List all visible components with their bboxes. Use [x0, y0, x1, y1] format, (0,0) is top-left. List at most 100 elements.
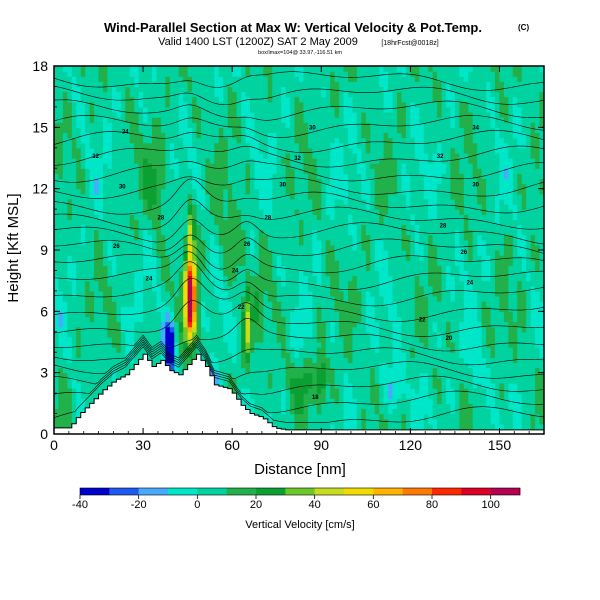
velocity-cell — [263, 127, 269, 134]
velocity-cell — [107, 352, 113, 358]
velocity-cell — [183, 265, 189, 272]
velocity-cell — [120, 204, 126, 210]
velocity-cell — [227, 382, 233, 389]
velocity-cell — [272, 91, 278, 98]
velocity-cell — [103, 301, 109, 307]
velocity-cell — [116, 142, 122, 149]
velocity-cell — [147, 127, 153, 134]
velocity-cell — [356, 127, 362, 134]
velocity-cell — [80, 331, 86, 338]
velocity-cell — [134, 147, 140, 154]
velocity-cell — [129, 117, 135, 123]
velocity-cell — [174, 71, 180, 77]
velocity-cell — [187, 321, 193, 328]
velocity-cell — [196, 209, 202, 215]
velocity-cell — [67, 198, 73, 205]
velocity-cell — [120, 147, 126, 154]
velocity-cell — [165, 204, 171, 210]
velocity-cell — [205, 66, 211, 72]
velocity-cell — [276, 352, 282, 358]
velocity-cell — [303, 142, 309, 149]
velocity-cell — [143, 219, 149, 226]
velocity-cell — [71, 96, 77, 103]
velocity-cell — [85, 352, 91, 358]
velocity-cell — [160, 321, 166, 328]
velocity-cell — [227, 122, 233, 128]
velocity-cell — [201, 117, 207, 123]
velocity-cell — [218, 331, 224, 338]
velocity-cell — [209, 275, 215, 282]
velocity-cell — [272, 316, 278, 323]
velocity-cell — [263, 301, 269, 307]
velocity-cell — [307, 168, 313, 174]
velocity-cell — [330, 127, 336, 134]
velocity-cell — [321, 321, 327, 328]
velocity-cell — [196, 301, 202, 307]
velocity-cell — [334, 117, 340, 123]
velocity-cell — [89, 163, 95, 169]
velocity-cell — [147, 106, 153, 113]
velocity-cell — [152, 152, 158, 159]
velocity-cell — [129, 244, 135, 251]
velocity-cell — [254, 86, 260, 93]
velocity-cell — [241, 122, 247, 128]
velocity-cell — [165, 193, 171, 200]
velocity-cell — [201, 147, 207, 154]
velocity-cell — [276, 347, 282, 353]
velocity-cell — [147, 250, 153, 256]
velocity-cell — [80, 183, 86, 190]
velocity-cell — [352, 342, 358, 348]
velocity-cell — [245, 173, 251, 180]
velocity-cell — [316, 168, 322, 174]
velocity-cell — [85, 112, 91, 118]
velocity-cell — [330, 357, 336, 364]
velocity-cell — [174, 306, 180, 312]
velocity-cell — [334, 168, 340, 174]
velocity-cell — [89, 188, 95, 195]
velocity-cell — [267, 372, 273, 379]
velocity-cell — [196, 66, 202, 72]
velocity-cell — [80, 352, 86, 358]
velocity-cell — [147, 321, 153, 328]
velocity-cell — [307, 173, 313, 180]
velocity-cell — [58, 250, 64, 256]
velocity-cell — [254, 106, 260, 113]
velocity-cell — [352, 398, 358, 404]
velocity-cell — [54, 234, 60, 241]
velocity-cell — [250, 229, 256, 236]
velocity-cell — [348, 372, 354, 379]
velocity-cell — [125, 101, 131, 108]
velocity-cell — [201, 280, 207, 287]
velocity-cell — [254, 255, 260, 261]
velocity-cell — [352, 357, 358, 364]
velocity-cell — [325, 357, 331, 364]
velocity-cell — [299, 321, 305, 328]
velocity-cell — [76, 393, 82, 399]
velocity-cell — [263, 66, 269, 72]
velocity-cell — [165, 163, 171, 169]
velocity-cell — [192, 239, 198, 246]
velocity-cell — [348, 193, 354, 200]
velocity-cell — [62, 336, 68, 343]
velocity-cell — [330, 178, 336, 185]
velocity-cell — [103, 250, 109, 256]
velocity-cell — [303, 71, 309, 77]
velocity-cell — [263, 122, 269, 128]
velocity-cell — [71, 183, 77, 190]
velocity-cell — [241, 296, 247, 302]
velocity-cell — [281, 244, 287, 251]
velocity-cell — [299, 219, 305, 226]
velocity-cell — [147, 76, 153, 82]
velocity-cell — [339, 372, 345, 379]
velocity-cell — [116, 352, 122, 358]
velocity-cell — [147, 209, 153, 215]
velocity-cell — [201, 168, 207, 174]
velocity-cell — [343, 290, 349, 297]
velocity-cell — [290, 219, 296, 226]
velocity-cell — [183, 204, 189, 210]
velocity-cell — [62, 301, 68, 307]
velocity-cell — [143, 81, 149, 88]
velocity-cell — [76, 321, 82, 328]
velocity-cell — [294, 188, 300, 195]
velocity-cell — [321, 316, 327, 323]
